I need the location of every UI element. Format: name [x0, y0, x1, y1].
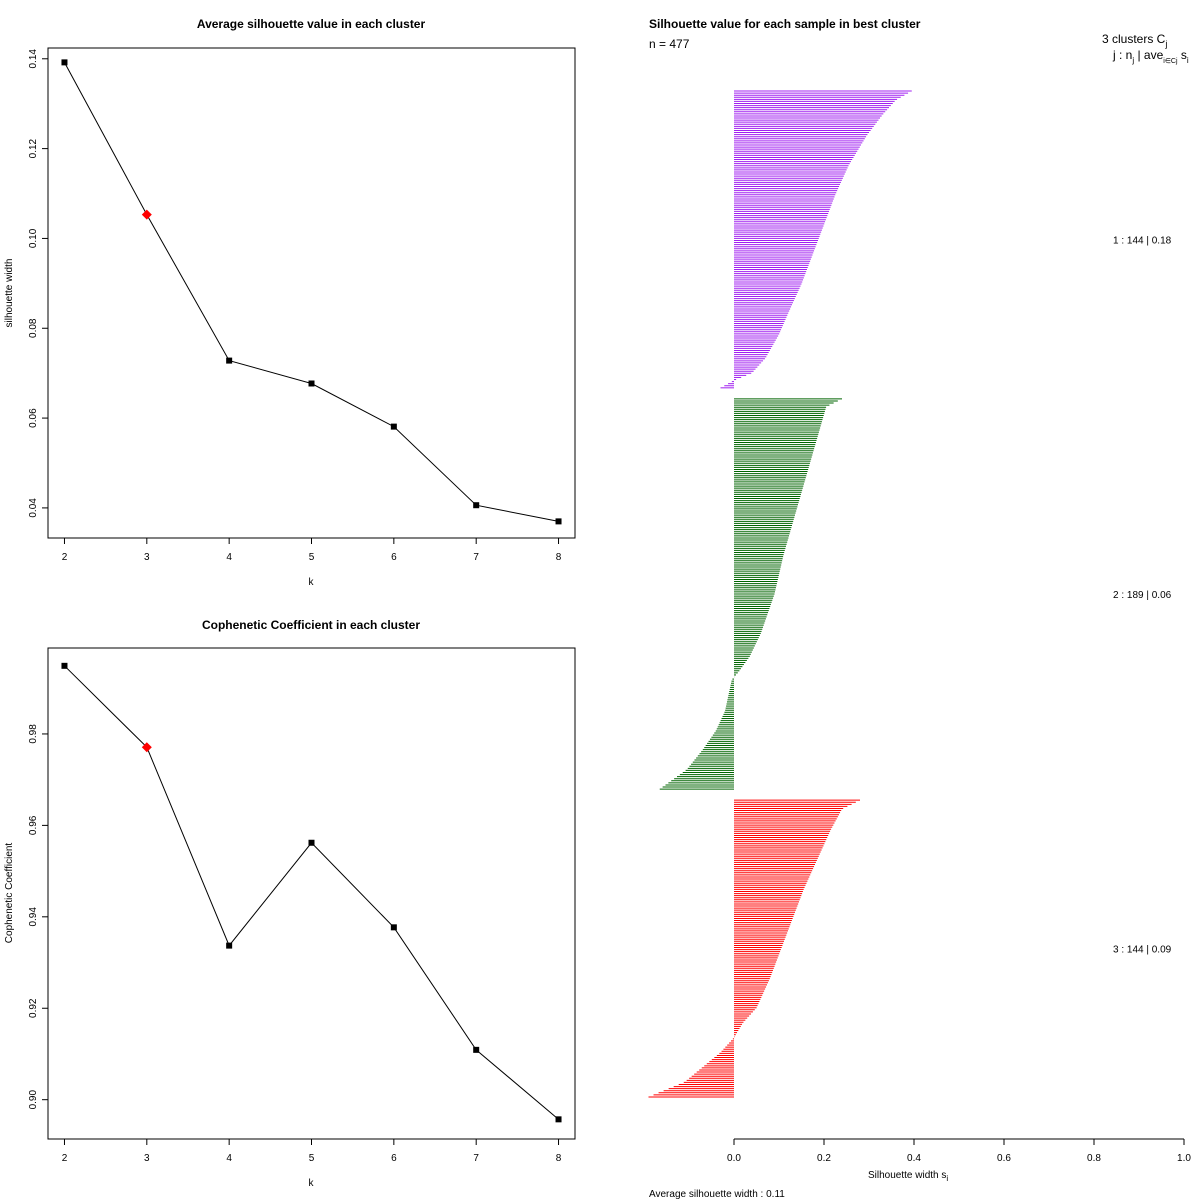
series-line — [64, 665, 559, 1120]
chart2-axes: 2 3 4 5 6 7 8 0.90 0.92 0.94 0.96 0.98 — [28, 724, 562, 1164]
data-point — [390, 423, 397, 430]
y-tick-label: 0.04 — [28, 498, 39, 518]
data-point — [61, 59, 68, 66]
cluster-label: 3 : 144 | 0.09 — [1113, 945, 1172, 956]
chart2-xlabel: k — [309, 1178, 315, 1189]
chart2-frame — [47, 647, 576, 1140]
chart3-n-label: n = 477 — [649, 37, 690, 51]
x-tick-label: 0.6 — [997, 1153, 1011, 1164]
cluster-label: 2 : 189 | 0.06 — [1113, 590, 1172, 601]
y-tick-label: 0.90 — [28, 1090, 39, 1110]
x-tick-label: 4 — [226, 552, 232, 563]
x-tick-label: 2 — [62, 552, 68, 563]
x-tick-label: 4 — [226, 1153, 232, 1164]
chart1-xlabel: k — [309, 577, 315, 588]
y-tick-label: 0.14 — [28, 49, 39, 69]
chart3-title: Silhouette value for each sample in best… — [649, 17, 921, 31]
x-tick-label: 3 — [144, 1153, 150, 1164]
average-silhouette-label: Average silhouette width : 0.11 — [649, 1189, 785, 1200]
chart1-title: Average silhouette value in each cluster — [197, 17, 426, 31]
highlight-point — [141, 742, 152, 753]
x-tick-label: 5 — [309, 552, 315, 563]
x-tick-label: 8 — [556, 1153, 562, 1164]
data-point — [226, 357, 233, 364]
chart1-series — [61, 59, 562, 525]
chart3-x-axis: 0.0 0.2 0.4 0.6 0.8 1.0 — [727, 1138, 1191, 1164]
chart1-frame — [47, 47, 576, 539]
series-line — [64, 62, 559, 522]
data-point — [308, 380, 315, 387]
data-point — [61, 662, 68, 669]
data-point — [555, 1116, 562, 1123]
legend-header: j : nj | avei∈Cj si — [1112, 48, 1189, 65]
y-tick-label: 0.06 — [28, 408, 39, 428]
chart2-title: Cophenetic Coefficient in each cluster — [202, 618, 420, 632]
chart3-cluster-labels: 1 : 144 | 0.18 2 : 189 | 0.06 3 : 144 | 0.… — [1113, 235, 1172, 955]
x-tick-label: 0.8 — [1087, 1153, 1101, 1164]
y-tick-label: 0.08 — [28, 318, 39, 338]
x-tick-label: 1.0 — [1177, 1153, 1191, 1164]
y-tick-label: 0.12 — [28, 138, 39, 158]
x-tick-label: 0.2 — [817, 1153, 831, 1164]
y-tick-label: 0.10 — [28, 228, 39, 248]
y-tick-label: 0.98 — [28, 724, 39, 744]
x-tick-label: 7 — [473, 552, 479, 563]
data-point — [308, 839, 315, 846]
x-tick-label: 2 — [62, 1153, 68, 1164]
x-tick-label: 0.4 — [907, 1153, 921, 1164]
chart2-ylabel: Cophenetic Coefficient — [4, 843, 15, 944]
y-tick-label: 0.96 — [28, 815, 39, 835]
x-tick-label: 6 — [391, 552, 397, 563]
cophenetic-line-chart: Cophenetic Coefficient in each cluster 2… — [4, 618, 576, 1189]
data-point — [390, 924, 397, 931]
x-tick-label: 5 — [309, 1153, 315, 1164]
y-tick-label: 0.94 — [28, 907, 39, 927]
chart3-bars — [648, 90, 912, 1098]
chart2-series — [61, 662, 562, 1123]
y-tick-label: 0.92 — [28, 998, 39, 1018]
chart3-xlabel: Silhouette width si — [868, 1170, 948, 1183]
x-tick-label: 8 — [556, 552, 562, 563]
data-point — [555, 518, 562, 525]
x-tick-label: 0.0 — [727, 1153, 741, 1164]
highlight-point — [141, 209, 152, 220]
x-tick-label: 6 — [391, 1153, 397, 1164]
legend-title: 3 clusters Cj — [1102, 32, 1167, 49]
data-point — [473, 502, 480, 509]
silhouette-line-chart: Average silhouette value in each cluster… — [4, 17, 576, 588]
silhouette-bar-plot: Silhouette value for each sample in best… — [648, 17, 1191, 1200]
x-tick-label: 3 — [144, 552, 150, 563]
cluster-label: 1 : 144 | 0.18 — [1113, 235, 1172, 246]
x-tick-label: 7 — [473, 1153, 479, 1164]
data-point — [226, 942, 233, 949]
chart1-axes: 2 3 4 5 6 7 8 0.04 0.06 0.08 0.10 0.12 0.14 — [28, 49, 562, 563]
chart1-ylabel: silhouette width — [4, 259, 15, 328]
data-point — [473, 1046, 480, 1053]
